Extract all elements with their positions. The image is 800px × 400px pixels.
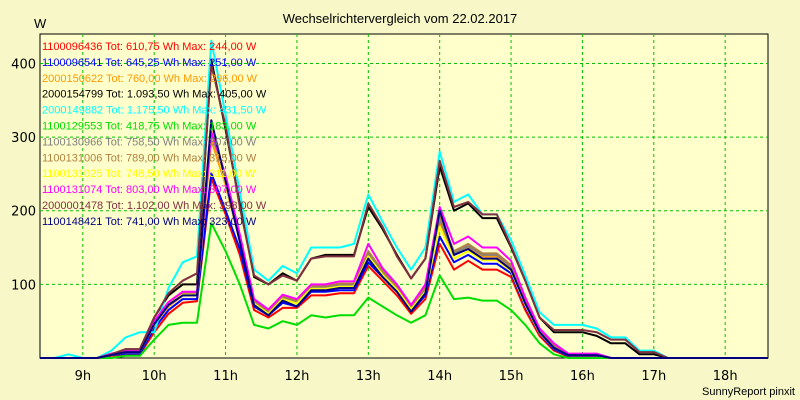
- legend-entry: 1100131006 Tot: 789,00 Wh Max: 315,00 W: [42, 152, 257, 164]
- legend: 1100096436 Tot: 610,75 Wh Max: 244,00 W 1…: [42, 41, 267, 228]
- x-tick-labels: 9h 10h 11h 12h 13h 14h 15h 16h 17h 18h: [75, 369, 738, 384]
- legend-entry: 2000149882 Tot: 1.175,50 Wh Max: 431,50 …: [42, 105, 267, 117]
- y-tick-label: 300: [11, 131, 36, 146]
- legend-entry: 1100148421 Tot: 741,00 Wh Max: 323,00 W: [42, 216, 257, 228]
- footer-credit: SunnyReport pinxit: [702, 386, 795, 398]
- legend-entry: 1100130966 Tot: 758,50 Wh Max: 307,00 W: [42, 136, 257, 148]
- series-line: [40, 119, 768, 359]
- y-tick-label: 100: [11, 278, 36, 293]
- y-axis-label: W: [34, 16, 47, 31]
- x-tick-label: 17h: [641, 369, 666, 384]
- x-tick-label: 16h: [570, 369, 595, 384]
- legend-entry: 2000001478 Tot: 1.102,00 Wh Max: 398,00 …: [42, 200, 267, 212]
- x-tick-label: 10h: [142, 369, 167, 384]
- x-tick-label: 12h: [285, 369, 310, 384]
- legend-entry: 1100131074 Tot: 803,00 Wh Max: 307,00 W: [42, 184, 257, 196]
- legend-entry: 1100129553 Tot: 418,75 Wh Max: 183,00 W: [42, 121, 257, 133]
- x-tick-label: 13h: [356, 369, 381, 384]
- x-tick-label: 9h: [75, 369, 92, 384]
- legend-entry: 1100096436 Tot: 610,75 Wh Max: 244,00 W: [42, 41, 257, 53]
- x-tick-label: 14h: [427, 369, 452, 384]
- y-tick-labels: 100 200 300 400: [11, 57, 36, 293]
- chart-title: Wechselrichtervergleich vom 22.02.2017: [283, 11, 518, 26]
- grid-lines: [40, 34, 768, 358]
- y-tick-label: 200: [11, 205, 36, 220]
- legend-entry: 1100131025 Tot: 748,50 Wh Max: 311,00 W: [42, 168, 256, 180]
- legend-entry: 2000154799 Tot: 1.093,50 Wh Max: 405,00 …: [42, 89, 267, 101]
- series-lines: [40, 39, 768, 359]
- x-tick-label: 11h: [213, 369, 238, 384]
- x-tick-label: 18h: [713, 369, 738, 384]
- legend-entry: 2000150622 Tot: 760,00 Wh Max: 296,00 W: [42, 73, 258, 85]
- y-tick-label: 400: [11, 57, 36, 72]
- series-line: [40, 63, 768, 359]
- legend-entry: 1100096541 Tot: 645,25 Wh Max: 251,00 W: [42, 57, 257, 69]
- x-tick-label: 15h: [499, 369, 524, 384]
